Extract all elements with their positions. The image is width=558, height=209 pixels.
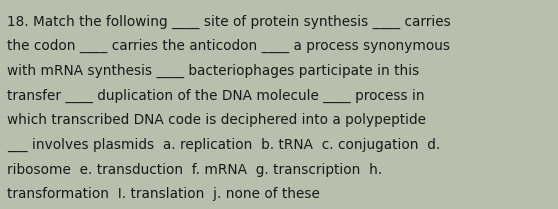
Text: transformation  I. translation  j. none of these: transformation I. translation j. none of… xyxy=(7,187,320,201)
Text: ___ involves plasmids  a. replication  b. tRNA  c. conjugation  d.: ___ involves plasmids a. replication b. … xyxy=(7,138,440,152)
Text: which transcribed DNA code is deciphered into a polypeptide: which transcribed DNA code is deciphered… xyxy=(7,113,426,127)
Text: 18. Match the following ____ site of protein synthesis ____ carries: 18. Match the following ____ site of pro… xyxy=(7,15,451,29)
Text: ribosome  e. transduction  f. mRNA  g. transcription  h.: ribosome e. transduction f. mRNA g. tran… xyxy=(7,163,382,177)
Text: with mRNA synthesis ____ bacteriophages participate in this: with mRNA synthesis ____ bacteriophages … xyxy=(7,64,420,78)
Text: the codon ____ carries the anticodon ____ a process synonymous: the codon ____ carries the anticodon ___… xyxy=(7,39,450,54)
Text: transfer ____ duplication of the DNA molecule ____ process in: transfer ____ duplication of the DNA mol… xyxy=(7,89,425,103)
